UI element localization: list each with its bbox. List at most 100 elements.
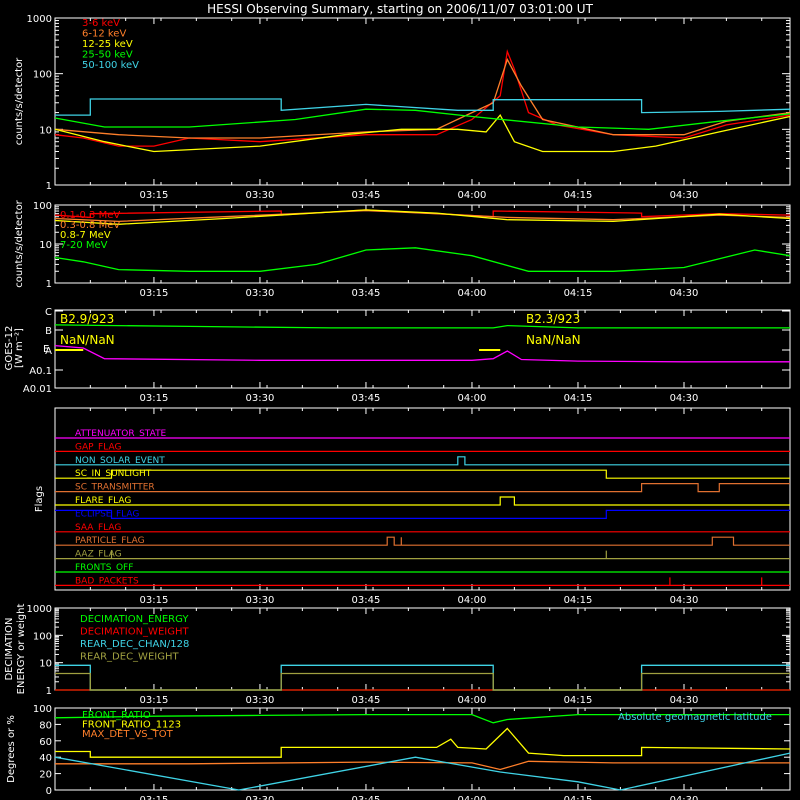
x-tick-label: 03:45 bbox=[352, 288, 381, 299]
series-12-25-kev bbox=[54, 113, 791, 153]
x-tick-label: 04:15 bbox=[564, 393, 593, 404]
legend-entry: 25-50 keV bbox=[82, 50, 133, 61]
y-tick-label: 100 bbox=[33, 704, 52, 715]
x-tick-label: 03:15 bbox=[140, 288, 169, 299]
goes-annotation: NaN/NaN bbox=[526, 333, 581, 347]
flag-label: ATTENUATOR_STATE bbox=[75, 429, 167, 439]
chart-title: HESSI Observing Summary, starting on 200… bbox=[207, 2, 593, 16]
x-tick-label: 03:15 bbox=[140, 393, 169, 404]
x-tick-label: 03:30 bbox=[246, 595, 275, 606]
y-tick-label: A bbox=[45, 346, 52, 357]
x-tick-label: 03:45 bbox=[352, 595, 381, 606]
y-tick-label: A0.01 bbox=[23, 384, 52, 395]
flag-label: FLARE_FLAG bbox=[75, 496, 131, 506]
y-axis-label: DECIMATION bbox=[4, 617, 15, 680]
flag-sc-in-sunlight bbox=[55, 469, 790, 479]
goes-annotation: E bbox=[43, 344, 49, 355]
flag-label: NON_SOLAR_EVENT bbox=[75, 456, 165, 466]
legend-entry: FRONT_RATIO_1123 bbox=[82, 720, 181, 731]
x-tick-label: 04:30 bbox=[670, 795, 699, 800]
y-tick-label: 1000 bbox=[27, 604, 52, 615]
low_energy-panel: 03:15 03:30 03:45 04:00 04:15 04:30 1 10 100 1000… bbox=[14, 14, 791, 201]
goes-annotation: B2.9/923 bbox=[60, 312, 114, 326]
legend-entry: REAR_DEC_WEIGHT bbox=[80, 652, 179, 663]
ratios-panel: 03:15 03:30 03:45 04:00 04:15 04:30 0 20 40 60 80 1… bbox=[6, 704, 791, 800]
legend-entry: 3-6 keV bbox=[82, 18, 120, 29]
x-tick-label: 04:30 bbox=[670, 288, 699, 299]
y-tick-label: 100 bbox=[33, 201, 52, 212]
y-tick-label: 1 bbox=[46, 181, 52, 192]
legend-entry: REAR_DEC_CHAN/128 bbox=[80, 639, 189, 650]
flag-label: FRONTS_OFF bbox=[75, 563, 133, 573]
y-tick-label: 1000 bbox=[27, 14, 52, 25]
x-tick-label: 03:15 bbox=[140, 795, 169, 800]
flag-label: AAZ_FLAG bbox=[75, 550, 122, 560]
flag-label: ECLIPSE_FLAG bbox=[75, 509, 139, 519]
legend-entry: 6-12 keV bbox=[82, 29, 126, 40]
x-tick-label: 03:30 bbox=[246, 393, 275, 404]
x-tick-label: 04:00 bbox=[458, 393, 487, 404]
y-tick-label: 100 bbox=[33, 631, 52, 642]
x-tick-label: 04:15 bbox=[564, 288, 593, 299]
x-tick-label: 04:00 bbox=[458, 595, 487, 606]
y-axis-unit: [W m⁻²] bbox=[14, 328, 25, 368]
y-axis-label: Degrees or % bbox=[6, 715, 17, 783]
x-tick-label: 03:15 bbox=[140, 695, 169, 706]
y-tick-label: 100 bbox=[33, 70, 52, 81]
series-25-50-kev bbox=[54, 108, 791, 130]
x-tick-label: 03:30 bbox=[246, 795, 275, 800]
x-tick-label: 03:30 bbox=[246, 695, 275, 706]
flag-label: SC_IN_SUNLIGHT bbox=[75, 469, 152, 479]
x-tick-label: 04:30 bbox=[670, 695, 699, 706]
y-tick-label: 60 bbox=[39, 737, 52, 748]
y-tick-label: 40 bbox=[39, 753, 52, 764]
goes-annotation: NaN/NaN bbox=[60, 333, 115, 347]
legend-entry: MAX_DET_VS_TOT bbox=[82, 729, 174, 740]
x-tick-label: 04:30 bbox=[670, 393, 699, 404]
x-tick-label: 04:15 bbox=[564, 695, 593, 706]
y-tick-label: B bbox=[45, 326, 52, 337]
y-axis-label: counts/s/detector bbox=[14, 199, 25, 287]
series-goes-long bbox=[54, 324, 790, 329]
low_energy-frame bbox=[54, 17, 791, 186]
x-tick-label: 03:30 bbox=[246, 288, 275, 299]
flags-frame bbox=[54, 407, 791, 591]
goes-frame bbox=[54, 309, 791, 389]
goes-annotation: B2.3/923 bbox=[526, 312, 580, 326]
y-tick-label: 20 bbox=[39, 770, 52, 781]
x-tick-label: 04:00 bbox=[458, 695, 487, 706]
series-latitude bbox=[54, 752, 791, 791]
legend-entry: 7-20 MeV bbox=[60, 240, 108, 251]
x-tick-label: 03:15 bbox=[140, 595, 169, 606]
y-axis-label: counts/s/detector bbox=[14, 57, 25, 145]
x-tick-label: 04:15 bbox=[564, 190, 593, 201]
legend-entry: 0.1-0.3 MeV bbox=[60, 210, 120, 221]
flag-label: SC_TRANSMITTER bbox=[75, 483, 155, 493]
y-tick-label: 0 bbox=[46, 786, 52, 797]
high_energy-panel: 03:15 03:30 03:45 04:00 04:15 04:30 1 10 100 0.1-… bbox=[14, 199, 791, 299]
series-rear-dec-weight bbox=[55, 672, 790, 691]
x-tick-label: 03:45 bbox=[352, 795, 381, 800]
y-axis-label: ENERGY or weight bbox=[16, 604, 27, 695]
flag-label: BAD_PACKETS bbox=[75, 576, 139, 586]
series-rear-dec-chan-128 bbox=[55, 664, 790, 691]
x-tick-label: 03:30 bbox=[246, 190, 275, 201]
x-tick-label: 04:00 bbox=[458, 795, 487, 800]
y-tick-label: 1 bbox=[46, 279, 52, 290]
y-axis-label: GOES-12 bbox=[4, 326, 15, 371]
series-goes-short bbox=[54, 344, 790, 363]
flag-bad-packets bbox=[55, 577, 790, 586]
x-tick-label: 04:00 bbox=[458, 190, 487, 201]
y-tick-label: 80 bbox=[39, 720, 52, 731]
flag-eclipse-flag bbox=[55, 509, 790, 519]
y-tick-label: 10 bbox=[39, 240, 52, 251]
x-tick-label: 04:15 bbox=[564, 795, 593, 800]
flags-panel: 03:15 03:30 03:45 04:00 04:15 04:30 ATTENUATOR… bbox=[34, 407, 791, 606]
latitude-annotation: Absolute geomagnetic latitude bbox=[618, 712, 772, 723]
series-7-20-mev bbox=[54, 247, 791, 272]
flag-flare-flag bbox=[55, 496, 790, 506]
flag-particle-flag bbox=[55, 536, 790, 546]
flag-aaz-flag bbox=[55, 550, 790, 560]
